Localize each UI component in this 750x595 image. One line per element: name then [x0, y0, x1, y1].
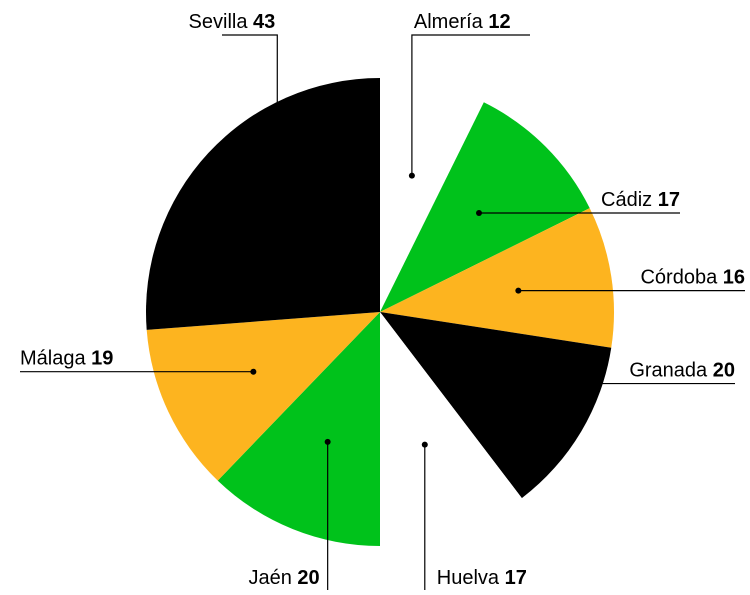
- leader-dot: [324, 438, 331, 445]
- slice-label: Sevilla 43: [189, 11, 276, 33]
- slice-label: Huelva 17: [437, 567, 527, 589]
- slice-value: 17: [658, 189, 680, 211]
- slice-name: Almería: [414, 11, 484, 33]
- slice-value: 16: [723, 267, 745, 289]
- slice-value: 19: [91, 348, 113, 370]
- leader-dot: [274, 213, 281, 220]
- slice-label: Málaga 19: [20, 348, 113, 370]
- slice-name: Sevilla: [189, 11, 249, 33]
- slice-label: Jaén 20: [248, 567, 319, 589]
- slice-label: Cádiz 17: [601, 189, 680, 211]
- slice-value: 20: [297, 567, 319, 589]
- slice-name: Cádiz: [601, 189, 652, 211]
- slice: [380, 312, 522, 546]
- leader-line: [222, 34, 278, 217]
- leader-dot: [515, 287, 522, 294]
- slice: [146, 78, 380, 330]
- slice: [217, 312, 380, 546]
- slice-value: 43: [253, 11, 275, 33]
- slice: [380, 102, 590, 312]
- slice: [146, 312, 380, 481]
- slice: [380, 78, 484, 312]
- slice-value: 12: [488, 11, 510, 33]
- leader-dot: [475, 210, 482, 217]
- slice-label: Córdoba 16: [640, 267, 745, 289]
- slice: [380, 208, 614, 348]
- slice: [380, 312, 612, 499]
- slice-value: 17: [505, 567, 527, 589]
- slice-value: 20: [713, 360, 735, 382]
- leader-dot: [408, 172, 415, 179]
- leader-dot: [497, 380, 504, 387]
- leader-line: [411, 34, 530, 176]
- slice-label: Granada 20: [629, 360, 735, 382]
- leader-dot: [421, 441, 428, 448]
- slice-name: Granada: [629, 360, 708, 382]
- slice-name: Málaga: [20, 348, 86, 370]
- slice-label: Almería 12: [414, 11, 511, 33]
- slice-name: Córdoba: [640, 267, 718, 289]
- leader-dot: [250, 368, 257, 375]
- slice-name: Jaén: [248, 567, 291, 589]
- slice-name: Huelva: [437, 567, 500, 589]
